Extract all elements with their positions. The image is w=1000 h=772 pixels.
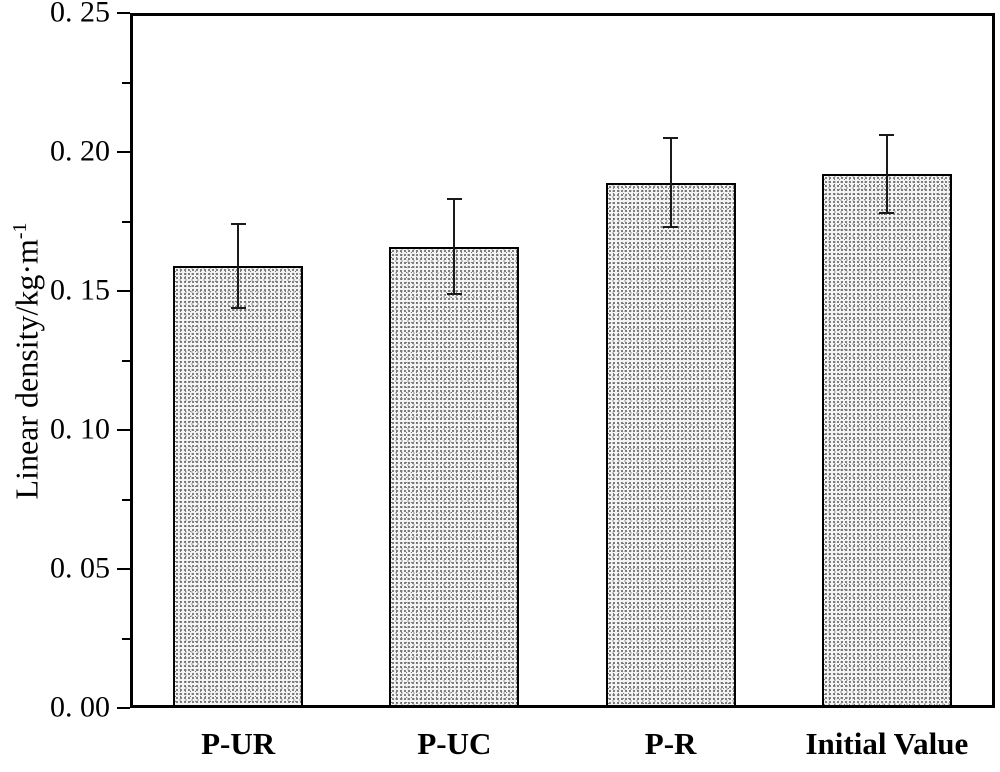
error-bar-cap-bottom [879,212,895,215]
y-axis-tick-label: 0. 00 [50,690,110,724]
y-axis-minor-tick [122,81,130,84]
x-category-label: Initial Value [805,726,969,761]
x-category-label: P-R [644,726,697,761]
plot-area: 0. 00 0. 05 0. 10 0. 15 0. 20 0. 25 P-UR P-UC P-… [50,0,995,761]
y-axis-tick-label: 0. 05 [50,551,110,585]
error-bar-line [669,138,672,228]
y-axis-major-tick [117,151,130,153]
y-axis-major-tick [117,429,130,431]
y-axis-minor-tick [122,220,130,223]
bar-p-r [605,182,736,708]
y-axis-major-tick [117,707,130,709]
y-axis-minor-tick [122,498,130,501]
y-axis-tick-label: 0. 20 [50,134,110,168]
error-bar-line [885,135,888,214]
y-axis-major-tick [117,568,130,570]
error-bar-line [453,199,456,294]
bar-p-ur [173,265,304,708]
error-bar-cap-bottom [230,306,246,309]
error-bar-line [237,224,240,308]
bar-p-uc [389,246,520,708]
y-axis-tick-label: 0. 25 [50,0,110,29]
y-axis-minor-tick [122,637,130,640]
error-bar-cap-top [446,198,462,201]
y-axis-title-superscript: -1 [8,222,31,240]
y-axis-major-tick [117,12,130,14]
bar-initial-value [821,174,952,708]
y-axis-major-tick [117,290,130,292]
error-bar-cap-top [230,223,246,226]
error-bar-cap-bottom [663,226,679,229]
x-category-label: P-UR [201,726,276,761]
y-axis-minor-tick [122,359,130,362]
y-axis-title: Linear density/kg·m-1 [9,223,46,500]
error-bar-cap-top [879,134,895,137]
error-bar-cap-top [663,137,679,140]
x-category-label: P-UC [417,726,492,761]
error-bar-cap-bottom [446,292,462,295]
y-axis-tick-label: 0. 15 [50,273,110,307]
y-axis-tick-label: 0. 10 [50,412,110,446]
